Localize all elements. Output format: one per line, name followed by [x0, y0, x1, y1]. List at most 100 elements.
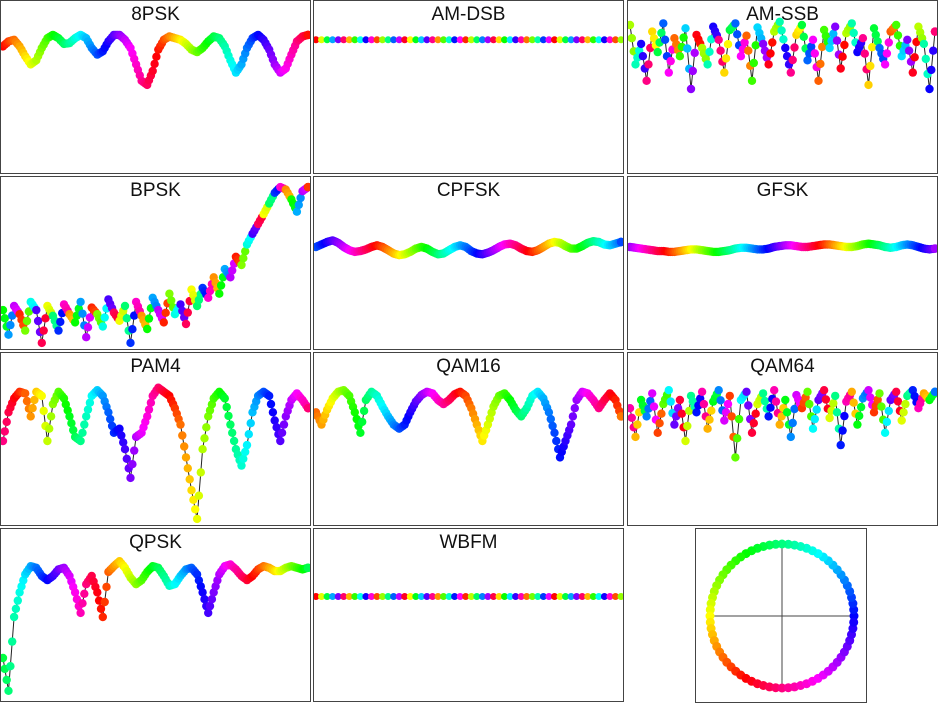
- data-point: [6, 662, 15, 671]
- data-point: [239, 254, 248, 263]
- phase-color-wheel-svg: [705, 539, 859, 693]
- data-point: [359, 406, 369, 416]
- data-point: [600, 593, 608, 600]
- data-point: [22, 396, 32, 406]
- data-point: [720, 68, 729, 77]
- data-point: [303, 30, 310, 40]
- data-point: [803, 387, 812, 396]
- data-point: [664, 68, 673, 77]
- data-point: [128, 460, 137, 469]
- data-point: [703, 60, 712, 69]
- data-point: [117, 431, 126, 440]
- data-point: [28, 404, 37, 413]
- data-point: [104, 408, 113, 417]
- data-point: [228, 266, 237, 275]
- data-point: [100, 597, 109, 607]
- data-point: [76, 297, 85, 307]
- data-point: [78, 599, 87, 608]
- data-point: [128, 325, 137, 334]
- data-point: [187, 486, 196, 495]
- data-point: [657, 409, 666, 418]
- data-point: [1, 427, 9, 436]
- data-point: [45, 424, 54, 433]
- data-point: [440, 593, 447, 600]
- data-point: [832, 36, 842, 45]
- data-point: [303, 182, 310, 192]
- data-point: [856, 402, 866, 412]
- data-point: [98, 612, 108, 622]
- data-point: [758, 389, 768, 398]
- panel-title: QAM16: [436, 356, 501, 377]
- data-point: [642, 76, 651, 86]
- data-point: [675, 52, 685, 61]
- data-point: [390, 36, 398, 44]
- data-point: [83, 323, 93, 332]
- data-point: [869, 408, 879, 417]
- data-point: [462, 36, 470, 44]
- data-point: [205, 601, 215, 611]
- data-point: [875, 389, 884, 398]
- data-point: [567, 593, 575, 600]
- data-point: [506, 593, 514, 600]
- data-point: [152, 52, 161, 61]
- data-point: [840, 40, 849, 50]
- data-point: [345, 36, 353, 44]
- data-point: [100, 313, 109, 322]
- data-point: [810, 49, 819, 58]
- data-point: [686, 84, 696, 94]
- data-point: [102, 582, 111, 592]
- data-point: [736, 52, 746, 61]
- data-point: [9, 612, 19, 622]
- data-point: [303, 563, 310, 572]
- data-point: [340, 593, 348, 600]
- data-point: [562, 593, 569, 600]
- data-point: [849, 28, 858, 38]
- data-point: [699, 399, 709, 409]
- data-point: [740, 38, 749, 47]
- data-point: [880, 428, 890, 437]
- data-point: [633, 420, 642, 429]
- data-point: [768, 38, 777, 47]
- data-point: [648, 27, 657, 36]
- data-point: [150, 59, 159, 69]
- data-point: [705, 415, 714, 424]
- panel-title: BPSK: [130, 180, 181, 201]
- data-point: [198, 588, 207, 597]
- data-point: [318, 593, 325, 600]
- data-point: [892, 387, 901, 396]
- data-point: [744, 401, 753, 410]
- data-point: [8, 637, 17, 646]
- data-point: [181, 453, 191, 462]
- panel-am-dsb: AM-DSB: [313, 0, 624, 174]
- data-point: [659, 19, 668, 28]
- data-point: [683, 44, 692, 53]
- data-point: [194, 491, 204, 500]
- data-point: [362, 593, 370, 600]
- data-point: [146, 398, 156, 407]
- data-point: [927, 65, 936, 75]
- data-point: [606, 593, 614, 600]
- panel-qam64: QAM64: [627, 352, 938, 526]
- plot-qam16: [314, 386, 623, 462]
- data-point: [705, 47, 714, 56]
- data-point: [831, 22, 840, 31]
- data-point: [716, 396, 725, 405]
- data-point: [80, 420, 89, 429]
- data-point: [819, 386, 829, 395]
- data-point: [688, 66, 697, 76]
- data-point: [657, 28, 666, 38]
- data-point: [76, 436, 85, 446]
- data-point: [562, 36, 569, 44]
- data-point: [350, 408, 359, 417]
- data-point: [41, 314, 50, 323]
- data-point: [723, 40, 733, 49]
- data-point: [1, 314, 9, 323]
- data-point: [379, 593, 386, 600]
- data-point: [501, 593, 508, 600]
- data-point: [303, 404, 310, 413]
- data-point: [384, 36, 392, 44]
- data-point: [751, 41, 760, 50]
- data-point: [866, 393, 875, 402]
- data-point: [467, 593, 475, 600]
- data-point: [356, 593, 364, 600]
